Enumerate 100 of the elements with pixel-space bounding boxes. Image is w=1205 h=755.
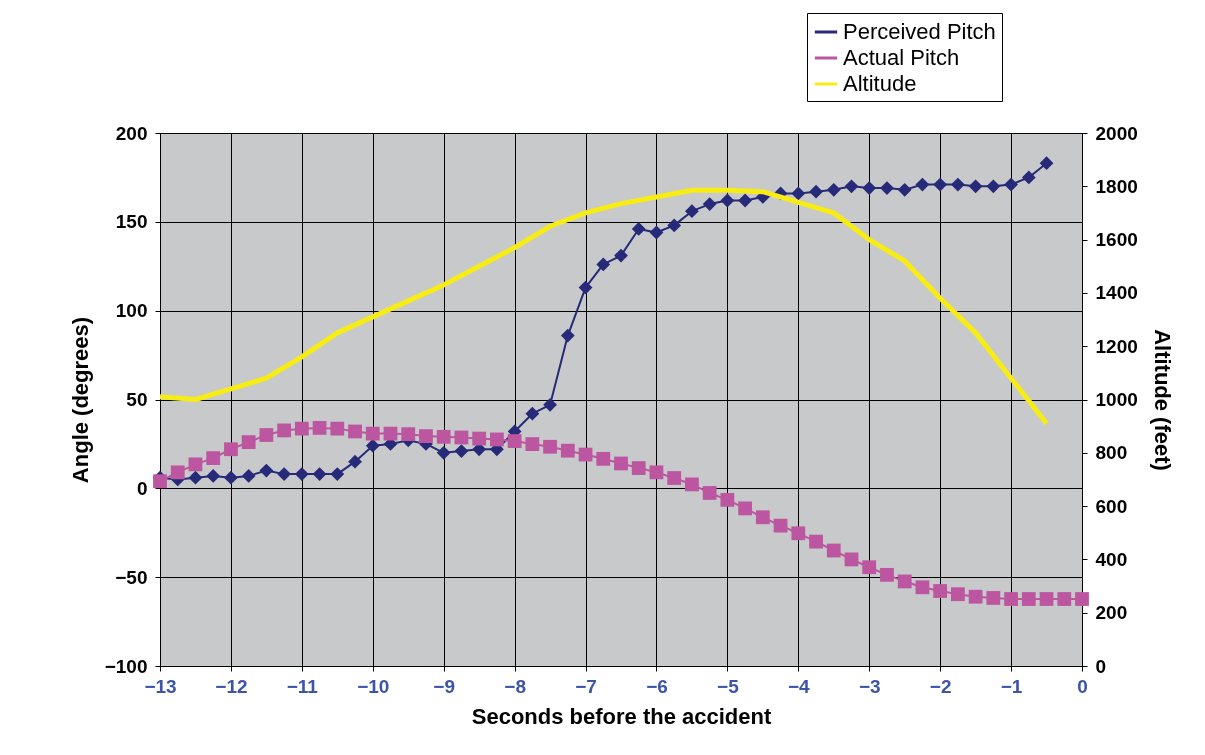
y-tick-label: 100 (115, 300, 148, 322)
point (525, 406, 540, 421)
point (720, 193, 735, 208)
point (241, 469, 256, 483)
point (897, 182, 912, 197)
point (259, 428, 274, 442)
point (791, 526, 806, 541)
x-tick-label: −8 (504, 675, 526, 697)
point (188, 457, 203, 472)
point (880, 567, 894, 582)
point (1004, 177, 1018, 192)
point (294, 421, 309, 436)
point (560, 443, 575, 458)
point (543, 397, 557, 412)
point (436, 445, 451, 460)
point (294, 467, 309, 482)
point (454, 444, 469, 458)
y2-tick-label: 1600 (1095, 229, 1138, 251)
point (224, 470, 238, 485)
point (383, 426, 398, 441)
x-tick-label: −3 (858, 675, 881, 697)
y-tick-label: 0 (136, 477, 148, 499)
point (507, 434, 522, 448)
point (1075, 592, 1089, 606)
point (738, 501, 753, 516)
x-tick-label: −9 (433, 675, 456, 697)
point (312, 467, 327, 482)
y2-tick-label: 1400 (1095, 282, 1138, 304)
point (667, 471, 682, 485)
point (365, 426, 380, 441)
point (933, 177, 948, 192)
point (472, 431, 487, 446)
y2-tick-label: 400 (1095, 548, 1128, 570)
point (720, 492, 735, 507)
point (206, 451, 221, 466)
x-tick-label: −5 (717, 675, 740, 697)
point (1057, 592, 1072, 606)
point (277, 467, 292, 482)
point (259, 463, 274, 478)
point (986, 179, 1001, 194)
y2-tick-label: 1800 (1095, 175, 1138, 197)
x-tick-label: −6 (646, 675, 668, 697)
x-tick-label: −10 (357, 675, 390, 697)
point (862, 181, 877, 195)
y2-tick-label: 800 (1095, 442, 1128, 464)
point (614, 248, 628, 263)
point (277, 423, 292, 438)
point (950, 177, 965, 192)
point (543, 439, 557, 454)
point (241, 435, 256, 450)
x-tick-label: −1 (1000, 675, 1023, 697)
point (153, 474, 167, 489)
x-tick-label: −11 (286, 675, 319, 697)
point (365, 438, 380, 453)
x-tick-label: −4 (787, 675, 811, 697)
point (791, 186, 806, 201)
point (330, 421, 345, 436)
point (685, 204, 699, 219)
point (915, 580, 930, 595)
y-axis-title: Angle (degrees) (67, 316, 93, 484)
point (702, 486, 717, 500)
point (436, 429, 451, 444)
point (649, 465, 664, 480)
y-tick-label: 200 (115, 122, 148, 144)
point (596, 451, 611, 466)
point (401, 427, 416, 442)
y-tick-label: −100 (104, 655, 148, 677)
point (631, 461, 646, 475)
point (348, 424, 362, 439)
point (489, 432, 504, 447)
point (1021, 592, 1036, 606)
point (897, 574, 912, 589)
point (206, 469, 221, 483)
y-tick-label: −50 (115, 566, 148, 588)
x-tick-label: −7 (575, 675, 597, 697)
point (986, 591, 1001, 605)
x-axis-title: Seconds before the accident (471, 703, 772, 729)
point (667, 218, 682, 233)
point (631, 222, 646, 236)
y2-axis-title: Altitude (feet) (1149, 329, 1175, 471)
x-tick-label: −13 (144, 675, 177, 697)
point (809, 534, 823, 549)
legend-label: Actual Pitch (843, 45, 960, 70)
point (188, 470, 203, 485)
point (755, 510, 770, 525)
point (525, 437, 540, 451)
y-tick-label: 50 (126, 389, 148, 410)
point (702, 197, 717, 211)
point (312, 421, 327, 435)
point (738, 193, 753, 208)
x-tick-label: −2 (929, 675, 952, 697)
point (968, 179, 983, 194)
point (224, 442, 238, 457)
point (614, 456, 628, 471)
y2-tick-label: 200 (1095, 602, 1128, 624)
point (170, 465, 185, 480)
y2-tick-label: 1200 (1095, 335, 1138, 357)
legend-label: Altitude (843, 71, 917, 96)
y2-tick-label: 2000 (1095, 122, 1138, 144)
point (844, 179, 859, 194)
